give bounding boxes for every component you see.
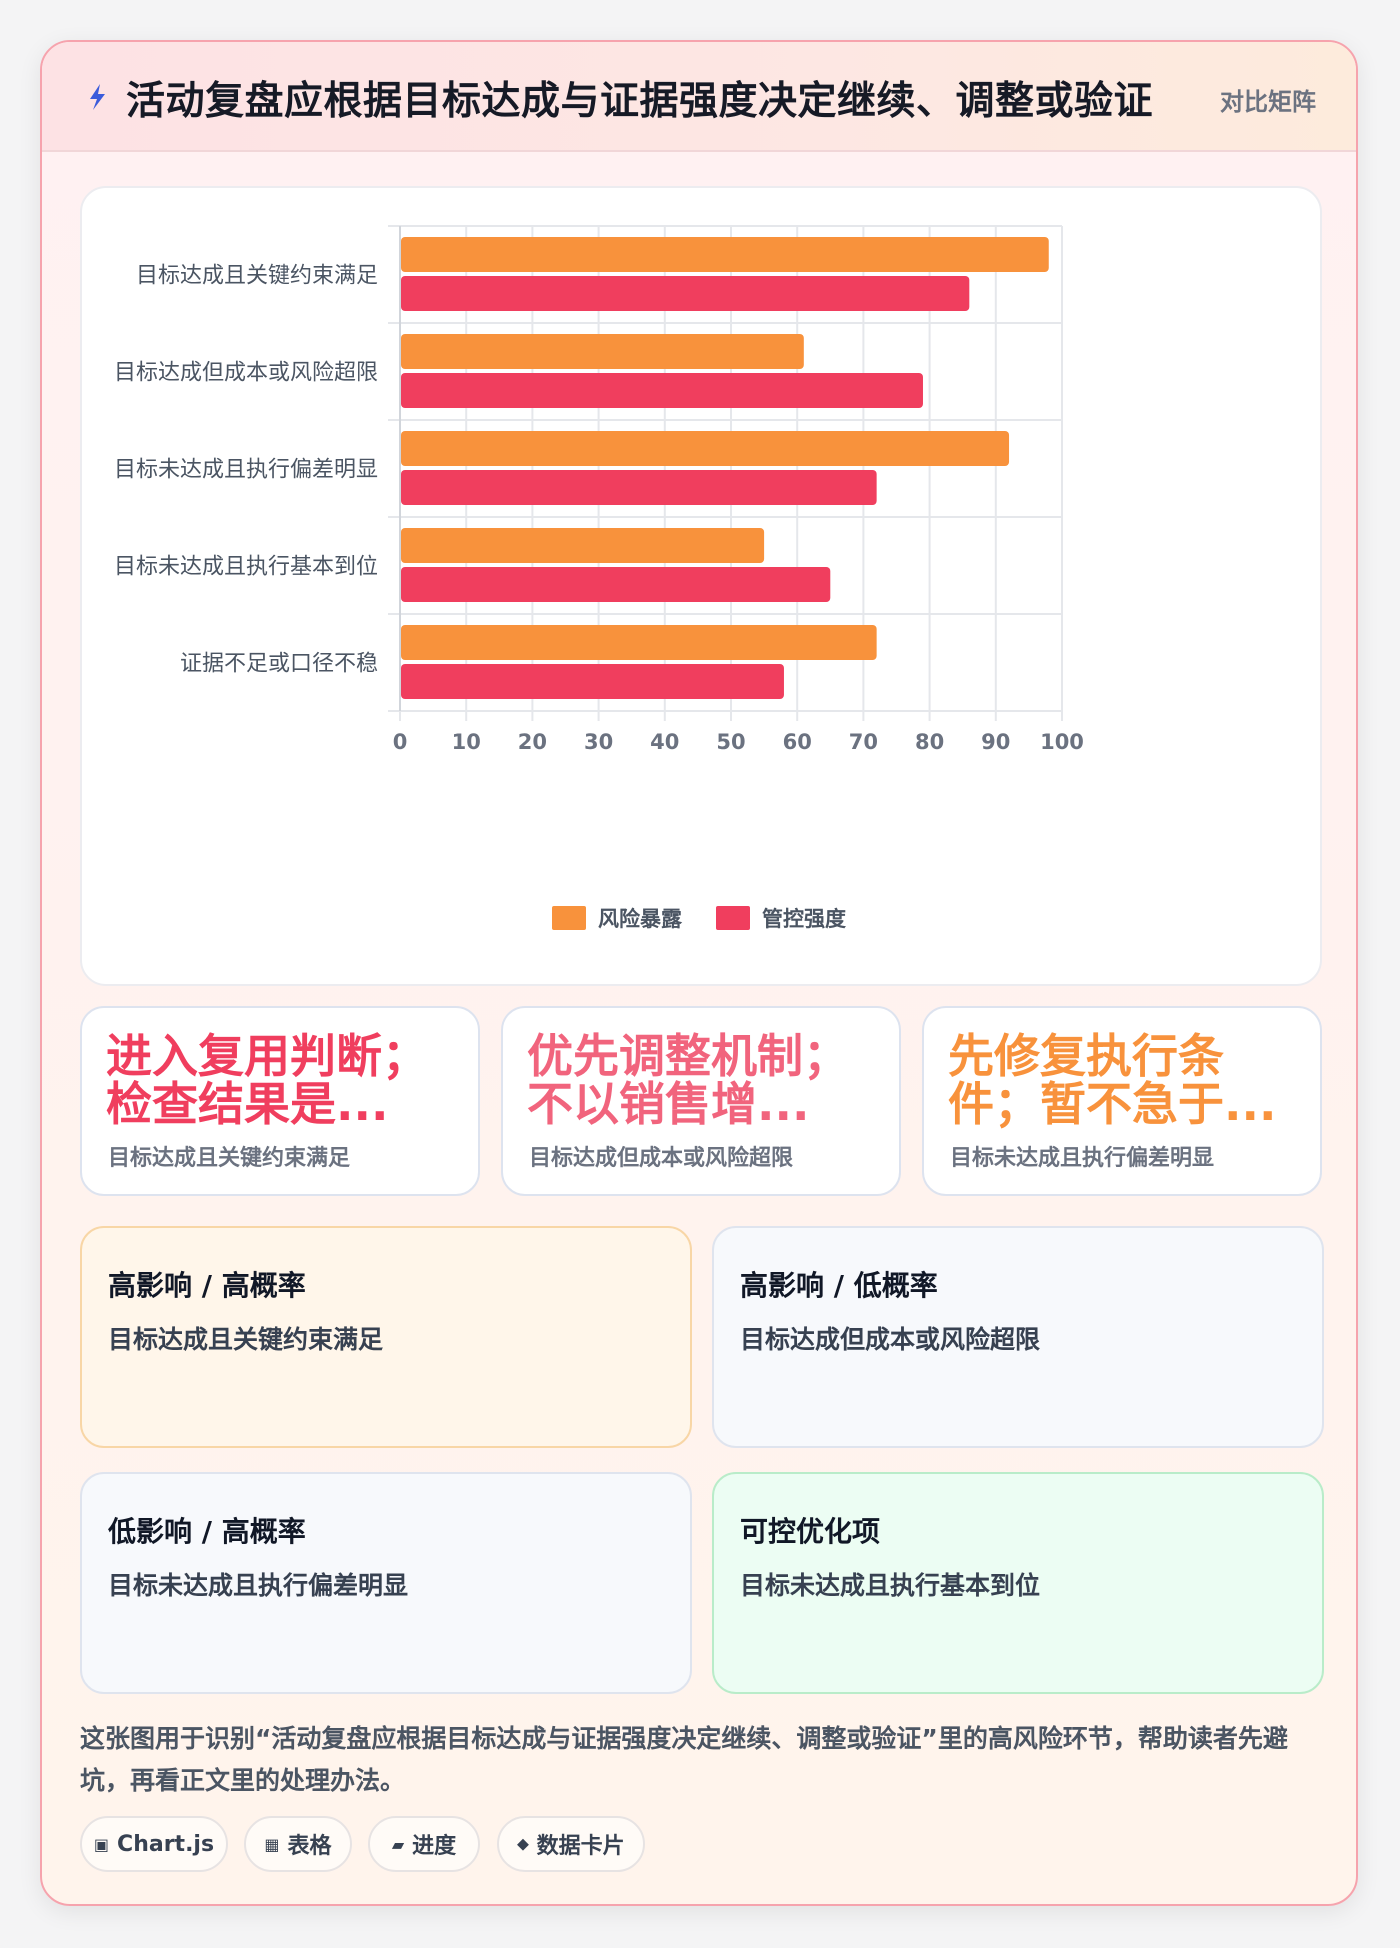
y-category-label: 目标未达成且执行偏差明显 xyxy=(114,458,378,483)
bar-risk-exposure xyxy=(401,237,1049,272)
quadrant-high-impact-low-prob: 高影响 / 低概率 目标达成但成本或风险超限 xyxy=(712,1226,1324,1448)
legend-swatch xyxy=(552,906,586,930)
x-tick-label: 60 xyxy=(783,730,812,754)
progress-icon: ▰ xyxy=(391,1834,405,1854)
bar-control-strength xyxy=(401,373,923,408)
quadrant-title: 低影响 / 高概率 xyxy=(108,1515,306,1548)
quadrant-controllable: 可控优化项 目标未达成且执行基本到位 xyxy=(712,1472,1324,1694)
x-tick-label: 20 xyxy=(518,730,547,754)
bar-chart: 0 10 20 30 40 50 60 70 80 90 100 目标达成且关键约束满足目标达成但成本… xyxy=(114,225,1084,931)
legend-swatch xyxy=(716,906,750,930)
quadrant-text: 目标未达成且执行基本到位 xyxy=(740,1571,1041,1600)
bar-risk-exposure xyxy=(401,431,1010,466)
x-tick-label: 30 xyxy=(584,730,613,754)
quadrant-title: 可控优化项 xyxy=(740,1515,881,1548)
quadrant-title: 高影响 / 高概率 xyxy=(108,1269,306,1302)
kpi-label: 目标未达成且执行偏差明显 xyxy=(950,1146,1215,1171)
kpi-value: 进入复用判断； 检查结果是... xyxy=(106,1029,428,1131)
chip-label: 进度 xyxy=(412,1834,457,1859)
diamond-icon: ⬥ xyxy=(517,1834,529,1853)
header-bar: 活动复盘应根据目标达成与证据强度决定继续、调整或验证 对比矩阵 xyxy=(42,42,1356,152)
y-category-label: 证据不足或口径不稳 xyxy=(180,652,378,677)
quadrant-high-impact-high-prob: 高影响 / 高概率 目标达成且关键约束满足 xyxy=(80,1226,692,1448)
bar-control-strength xyxy=(401,276,970,311)
legend-label: 管控强度 xyxy=(762,907,846,931)
chip-chartjs[interactable]: ▣ Chart.js xyxy=(80,1816,228,1872)
x-tick-label: 70 xyxy=(849,730,878,754)
chip-table[interactable]: ▦ 表格 xyxy=(244,1816,352,1872)
chip-data-card[interactable]: ⬥ 数据卡片 xyxy=(497,1816,645,1872)
chip-label: 表格 xyxy=(287,1834,332,1859)
chip-progress[interactable]: ▰ 进度 xyxy=(368,1816,480,1872)
bar-control-strength xyxy=(401,567,831,602)
kpi-label: 目标达成但成本或风险超限 xyxy=(529,1146,794,1171)
quadrant-title: 高影响 / 低概率 xyxy=(740,1269,938,1302)
x-tick-label: 0 xyxy=(393,730,408,754)
kpi-card-2: 优先调整机制； 不以销售增... 目标达成但成本或风险超限 xyxy=(501,1006,901,1196)
y-category-label: 目标未达成且执行基本到位 xyxy=(114,555,378,580)
kpi-value: 先修复执行条 件；暂不急于... xyxy=(948,1029,1277,1131)
quadrant-text: 目标达成且关键约束满足 xyxy=(108,1325,384,1354)
x-tick-label: 50 xyxy=(716,730,745,754)
x-tick-label: 40 xyxy=(650,730,679,754)
chart-card: 0 10 20 30 40 50 60 70 80 90 100 目标达成且关键约束满足目标达成但成本… xyxy=(80,186,1322,986)
lightning-icon xyxy=(90,84,105,110)
bar-control-strength xyxy=(401,664,784,699)
header-tag: 对比矩阵 xyxy=(1220,88,1316,116)
bar-control-strength xyxy=(401,470,877,505)
kpi-value: 优先调整机制； 不以销售增... xyxy=(527,1029,849,1131)
chip-label: 数据卡片 xyxy=(536,1834,625,1859)
bar-risk-exposure xyxy=(401,528,765,563)
footer-note: 这张图用于识别“活动复盘应根据目标达成与证据强度决定继续、调整或验证”里的高风险… xyxy=(80,1724,1288,1795)
x-tick-label: 10 xyxy=(452,730,481,754)
kpi-card-3: 先修复执行条 件；暂不急于... 目标未达成且执行偏差明显 xyxy=(922,1006,1322,1196)
page-title: 活动复盘应根据目标达成与证据强度决定继续、调整或验证 xyxy=(126,79,1154,124)
kpi-label: 目标达成且关键约束满足 xyxy=(108,1146,351,1171)
quadrant-low-impact-high-prob: 低影响 / 高概率 目标未达成且执行偏差明显 xyxy=(80,1472,692,1694)
quadrant-text: 目标达成但成本或风险超限 xyxy=(740,1325,1041,1354)
kpi-card-1: 进入复用判断； 检查结果是... 目标达成且关键约束满足 xyxy=(80,1006,480,1196)
quadrant-text: 目标未达成且执行偏差明显 xyxy=(108,1571,409,1600)
x-tick-label: 80 xyxy=(915,730,944,754)
bar-risk-exposure xyxy=(401,625,877,660)
x-tick-label: 100 xyxy=(1040,730,1084,754)
bar-risk-exposure xyxy=(401,334,804,369)
legend-label: 风险暴露 xyxy=(598,907,683,931)
main-card: 活动复盘应根据目标达成与证据强度决定继续、调整或验证 对比矩阵 0 10 20 30 4… xyxy=(40,40,1358,1906)
table-icon: ▦ xyxy=(264,1834,280,1854)
chart-icon: ▣ xyxy=(93,1834,110,1854)
x-tick-label: 90 xyxy=(981,730,1010,754)
y-category-label: 目标达成且关键约束满足 xyxy=(136,264,378,289)
chip-label: Chart.js xyxy=(117,1831,215,1857)
y-category-label: 目标达成但成本或风险超限 xyxy=(114,361,378,386)
